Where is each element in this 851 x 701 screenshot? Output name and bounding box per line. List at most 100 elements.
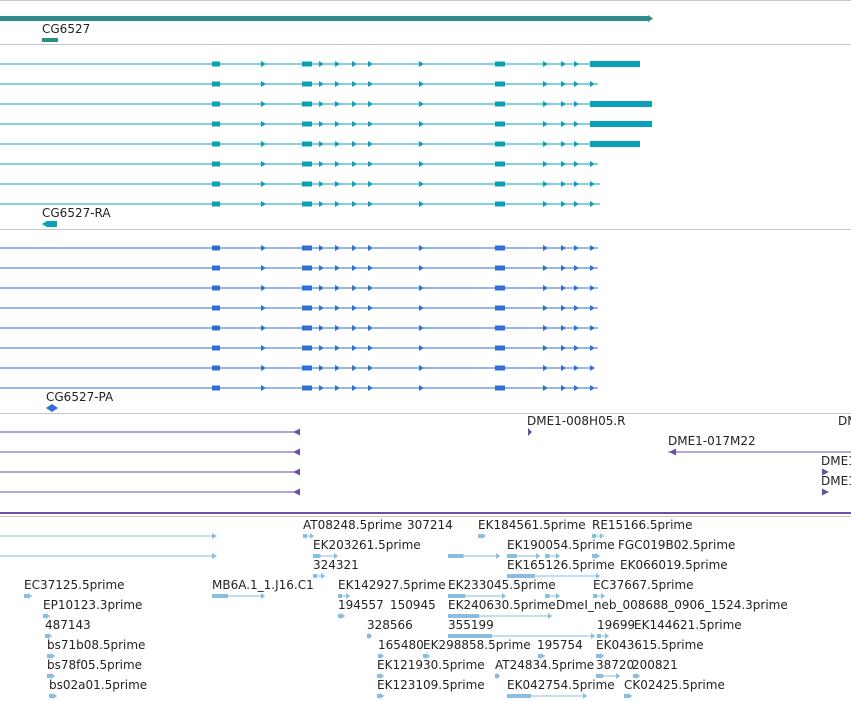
- exon-block: [495, 81, 505, 87]
- exon-arrow: [574, 365, 579, 371]
- est-label[interactable]: 200821: [632, 658, 678, 672]
- est-label[interactable]: 328566: [367, 618, 413, 632]
- exon-arrow: [352, 265, 357, 271]
- est-label[interactable]: 487143: [45, 618, 91, 632]
- est-label[interactable]: EK203261.5prime: [313, 538, 421, 552]
- exon-block: [590, 61, 640, 67]
- est-label[interactable]: EK042754.5prime: [507, 678, 615, 692]
- exon-arrow: [341, 613, 345, 619]
- clone-label[interactable]: DME1: [821, 474, 851, 488]
- est-label[interactable]: 150945: [390, 598, 436, 612]
- est-label[interactable]: CK02425.5prime: [624, 678, 725, 692]
- exon-arrow: [335, 181, 340, 187]
- exon-arrow: [556, 553, 560, 559]
- est-label[interactable]: EK066019.5prime: [620, 558, 728, 572]
- exon-block: [212, 161, 220, 167]
- est-label[interactable]: EK298858.5prime: [423, 638, 531, 652]
- exon-arrow: [543, 285, 548, 291]
- exon-arrow: [543, 101, 548, 107]
- exon-arrow: [368, 345, 373, 351]
- est-label[interactable]: 165480: [378, 638, 424, 652]
- exon-arrow: [51, 673, 55, 679]
- exon-arrow: [543, 61, 548, 67]
- exon-arrow: [335, 245, 340, 251]
- clone-label[interactable]: DM: [838, 414, 851, 428]
- exon-arrow: [319, 325, 324, 331]
- est-label[interactable]: EK165126.5prime: [507, 558, 615, 572]
- exon-arrow: [368, 385, 373, 391]
- exon-block: [302, 305, 312, 311]
- est-label[interactable]: 19699: [597, 618, 636, 632]
- est-label[interactable]: DmeI_neb_008688_0906_1524.3prime: [556, 598, 788, 612]
- exon-arrow: [561, 385, 566, 391]
- exon-arrow: [319, 285, 324, 291]
- exon-block: [212, 101, 220, 107]
- gene-label[interactable]: CG6527: [42, 22, 91, 36]
- est-label[interactable]: EP10123.3prime: [43, 598, 143, 612]
- exon-arrow: [590, 161, 595, 167]
- est-label[interactable]: EC37125.5prime: [24, 578, 125, 592]
- est-label[interactable]: RE15166.5prime: [592, 518, 693, 532]
- est-label[interactable]: bs71b08.5prime: [47, 638, 146, 652]
- est-label[interactable]: EC37667.5prime: [593, 578, 694, 592]
- exon-block: [495, 285, 505, 291]
- exon-arrow: [380, 693, 384, 699]
- est-label[interactable]: bs78f05.5prime: [47, 658, 143, 672]
- est-label[interactable]: MB6A.1_1.J16.C1: [212, 578, 314, 592]
- est-label[interactable]: 355199: [448, 618, 494, 632]
- exon-arrow: [574, 201, 579, 207]
- clone-label[interactable]: DME1-017M22: [668, 434, 756, 448]
- transcript-glyph: [47, 221, 57, 227]
- exon-arrow: [496, 553, 500, 559]
- exon-arrow: [636, 673, 640, 679]
- protein-label[interactable]: CG6527-PA: [46, 390, 114, 404]
- exon-arrow: [335, 61, 340, 67]
- exon-arrow: [51, 653, 55, 659]
- gene-glyph: [42, 38, 58, 42]
- est-block: [43, 614, 47, 618]
- est-label[interactable]: AT24834.5prime: [495, 658, 595, 672]
- est-label[interactable]: EK233045.5prime: [448, 578, 556, 592]
- exon-arrow: [574, 245, 579, 251]
- exon-arrow: [335, 265, 340, 271]
- exon-block: [495, 161, 505, 167]
- est-label[interactable]: 324321: [313, 558, 359, 572]
- est-label[interactable]: AT08248.5prime: [303, 518, 403, 532]
- exon-block: [302, 345, 312, 351]
- exon-arrow: [335, 161, 340, 167]
- est-label[interactable]: 195754: [537, 638, 583, 652]
- est-label[interactable]: EK043615.5prime: [596, 638, 704, 652]
- exon-arrow: [822, 468, 829, 476]
- exon-arrow: [352, 61, 357, 67]
- exon-block: [212, 325, 220, 331]
- clone-label[interactable]: DME1: [821, 454, 851, 468]
- est-label[interactable]: EK184561.5prime: [478, 518, 586, 532]
- exon-arrow: [600, 653, 604, 659]
- exon-arrow: [53, 693, 57, 699]
- est-label[interactable]: EK142927.5prime: [338, 578, 446, 592]
- exon-arrow: [561, 61, 566, 67]
- est-label[interactable]: EK240630.5prime: [448, 598, 556, 612]
- est-label[interactable]: EK121930.5prime: [377, 658, 485, 672]
- est-block: [596, 654, 600, 658]
- est-label[interactable]: EK190054.5prime: [507, 538, 615, 552]
- exon-block: [212, 285, 220, 291]
- transcript-label[interactable]: CG6527-RA: [42, 206, 111, 220]
- exon-arrow: [596, 553, 600, 559]
- est-label[interactable]: bs02a01.5prime: [49, 678, 148, 692]
- est-label[interactable]: 307214: [407, 518, 453, 532]
- exon-arrow: [561, 81, 566, 87]
- est-label[interactable]: EK123109.5prime: [377, 678, 485, 692]
- est-label[interactable]: 38720: [596, 658, 635, 672]
- est-block: [448, 554, 464, 558]
- exon-block: [302, 81, 312, 87]
- exon-arrow: [590, 305, 595, 311]
- clone-label[interactable]: DME1-008H05.R: [527, 414, 626, 428]
- est-label[interactable]: 194557: [338, 598, 384, 612]
- est-label[interactable]: EK144621.5prime: [634, 618, 742, 632]
- est-label[interactable]: FGC019B02.5prime: [618, 538, 736, 552]
- exon-arrow: [543, 245, 548, 251]
- est-block: [597, 634, 601, 638]
- exon-arrow: [261, 265, 266, 271]
